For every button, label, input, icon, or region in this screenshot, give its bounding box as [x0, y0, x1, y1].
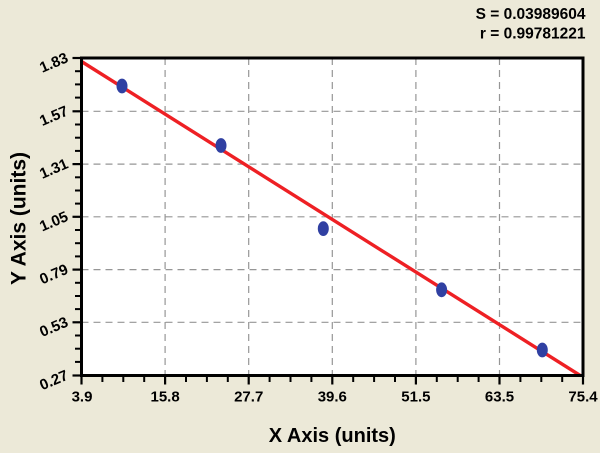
svg-text:27.7: 27.7: [234, 389, 263, 406]
svg-text:39.6: 39.6: [318, 389, 347, 406]
svg-text:51.5: 51.5: [401, 389, 430, 406]
svg-text:1.05: 1.05: [37, 208, 71, 235]
svg-text:1.31: 1.31: [37, 156, 71, 183]
svg-text:3.9: 3.9: [72, 389, 93, 406]
svg-text:Y Axis (units): Y Axis (units): [8, 152, 31, 285]
svg-text:X Axis (units): X Axis (units): [269, 425, 396, 447]
svg-text:1.57: 1.57: [37, 103, 71, 130]
svg-text:75.4: 75.4: [568, 389, 598, 406]
svg-text:S = 0.03989604: S = 0.03989604: [476, 6, 586, 23]
svg-text:r = 0.99781221: r = 0.99781221: [480, 25, 586, 42]
svg-text:15.8: 15.8: [150, 389, 179, 406]
svg-text:1.83: 1.83: [37, 49, 71, 76]
svg-text:0.53: 0.53: [37, 314, 71, 341]
svg-text:63.5: 63.5: [485, 389, 514, 406]
svg-text:0.27: 0.27: [37, 367, 71, 394]
svg-text:0.79: 0.79: [37, 261, 71, 288]
